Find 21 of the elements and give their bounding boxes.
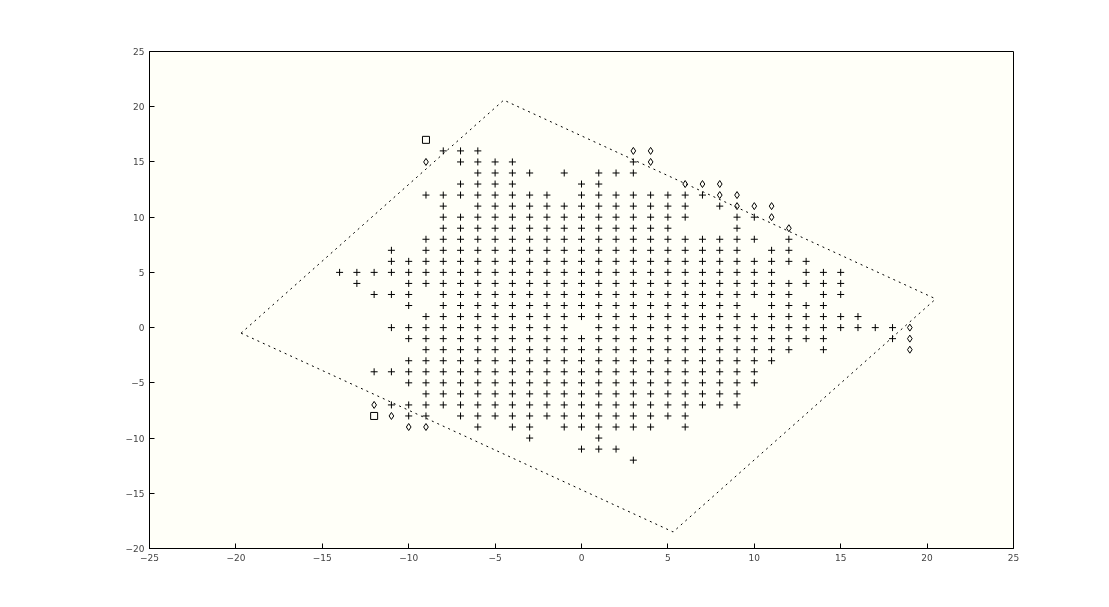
x-tick-label: 15: [834, 552, 847, 563]
x-tick-label: −25: [140, 552, 159, 563]
y-tick-label: −15: [125, 488, 145, 499]
y-tick-label: 20: [133, 102, 145, 113]
x-tick-label: −5: [488, 552, 502, 563]
y-tick-label: −10: [125, 433, 145, 444]
x-tick-label: −20: [226, 552, 246, 563]
y-tick-label: 0: [138, 323, 145, 334]
x-tick-label: 10: [748, 552, 761, 563]
x-tick-label: 20: [921, 552, 934, 563]
x-tick-label: −10: [399, 552, 419, 563]
y-tick-label: −5: [131, 378, 145, 389]
y-tick-label: 25: [133, 47, 145, 57]
x-tick-label: 25: [1007, 552, 1020, 563]
y-tick-label: −20: [125, 544, 145, 554]
y-tick-label: 5: [138, 267, 145, 278]
x-tick-label: −15: [312, 552, 332, 563]
x-tick-label: 0: [578, 552, 585, 563]
y-tick-label: 15: [133, 157, 145, 168]
y-tick-label: 10: [133, 212, 145, 223]
x-tick-label: 5: [665, 552, 671, 563]
